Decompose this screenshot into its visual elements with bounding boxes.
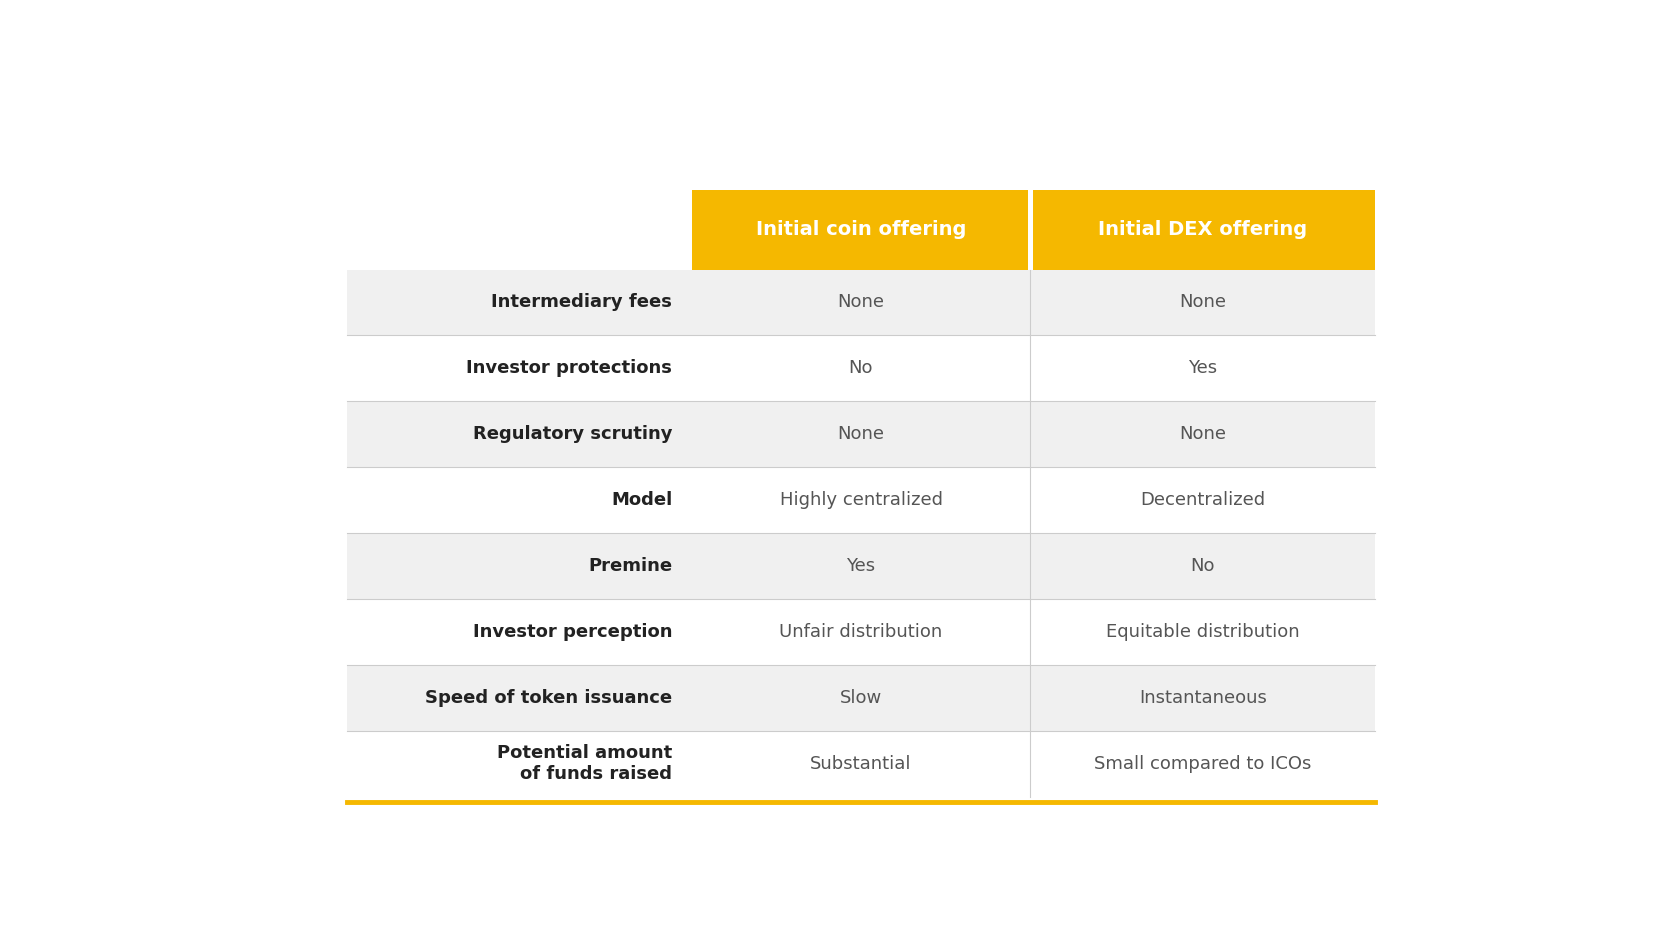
Text: Investor perception: Investor perception — [472, 623, 672, 641]
Text: Equitable distribution: Equitable distribution — [1105, 623, 1300, 641]
Text: Initial coin offering: Initial coin offering — [756, 220, 966, 239]
Text: Premine: Premine — [588, 557, 672, 575]
Bar — [346, 533, 1376, 598]
Text: Unfair distribution: Unfair distribution — [780, 623, 942, 641]
Text: Investor protections: Investor protections — [467, 360, 672, 378]
Bar — [346, 598, 1376, 665]
Text: None: None — [1179, 294, 1226, 312]
Text: Yes: Yes — [1188, 360, 1218, 378]
Text: Small compared to ICOs: Small compared to ICOs — [1094, 754, 1312, 772]
Text: Model: Model — [612, 491, 672, 509]
Text: No: No — [1191, 557, 1215, 575]
Bar — [346, 467, 1376, 533]
Text: No: No — [848, 360, 874, 378]
Bar — [346, 401, 1376, 467]
Bar — [346, 665, 1376, 731]
Text: Slow: Slow — [840, 689, 882, 707]
Text: None: None — [838, 294, 884, 312]
Text: Decentralized: Decentralized — [1141, 491, 1265, 509]
Text: Highly centralized: Highly centralized — [780, 491, 942, 509]
Text: Substantial: Substantial — [810, 754, 912, 772]
Text: Speed of token issuance: Speed of token issuance — [425, 689, 672, 707]
Text: Potential amount
of funds raised: Potential amount of funds raised — [497, 744, 672, 783]
Text: Regulatory scrutiny: Regulatory scrutiny — [472, 425, 672, 444]
Bar — [346, 731, 1376, 797]
Text: None: None — [838, 425, 884, 444]
Text: Instantaneous: Instantaneous — [1139, 689, 1267, 707]
Text: Initial DEX offering: Initial DEX offering — [1099, 220, 1307, 239]
Text: Intermediary fees: Intermediary fees — [491, 294, 672, 312]
Text: Yes: Yes — [847, 557, 875, 575]
Bar — [346, 335, 1376, 401]
Bar — [346, 270, 1376, 335]
Bar — [692, 190, 1028, 270]
Bar — [1033, 190, 1376, 270]
Text: None: None — [1179, 425, 1226, 444]
